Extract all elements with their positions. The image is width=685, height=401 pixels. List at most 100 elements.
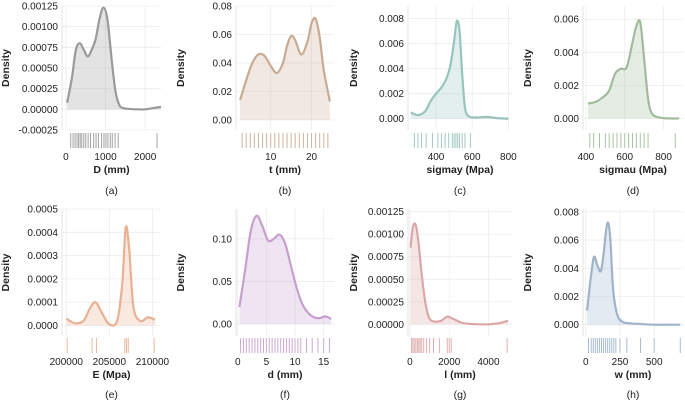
y-tick-label-g-3: 0.00075 [368, 252, 405, 263]
y-tick-label-b-2: 0.04 [213, 59, 233, 70]
x-axis-label-g: l (mm) [444, 369, 476, 381]
density-line-d [587, 19, 680, 120]
y-tick-label-a-2: 0.00025 [22, 84, 59, 95]
y-tick-label-h-0: 0.000 [554, 320, 579, 331]
density-line-g [409, 222, 509, 326]
density-line-f [238, 214, 332, 320]
y-tick-label-a-3: 0.00050 [22, 64, 59, 75]
y-tick-label-e-1: 0.0001 [27, 298, 58, 309]
y-tick-label-d-2: 0.004 [554, 48, 579, 59]
x-tick-label-h-2: 500 [646, 357, 663, 368]
x-tick-label-b-1: 20 [306, 152, 318, 163]
y-tick-label-b-4: 0.08 [213, 2, 233, 13]
x-tick-label-h-1: 250 [612, 357, 629, 368]
y-tick-label-e-4: 0.0004 [27, 228, 58, 239]
subplot-caption-c: (c) [454, 185, 466, 197]
y-tick-label-b-0: 0.00 [213, 116, 233, 127]
density-area-a [67, 7, 161, 110]
x-axis-label-h: w (mm) [614, 369, 652, 381]
x-tick-label-g-1: 2000 [438, 357, 461, 368]
density-area-d [587, 20, 680, 119]
subplot-e: 0.0000 0.0001 0.0002 0.0003 0.0004 0.0005 2000… [0, 205, 170, 401]
y-tick-label-a-5: 0.00100 [22, 22, 59, 33]
x-tick-label-d-0: 400 [578, 152, 595, 163]
y-tick-label-b-3: 0.06 [213, 30, 233, 41]
x-axis-label-b: t (mm) [269, 164, 301, 176]
y-axis-label-c: Density [348, 49, 360, 87]
subplot-c: 0.000 0.002 0.004 0.006 0.008 400 600 800 sigmay… [348, 6, 517, 197]
x-tick-label-c-0: 400 [428, 152, 445, 163]
y-tick-label-e-3: 0.0003 [27, 251, 58, 262]
y-tick-label-g-5: 0.00125 [368, 207, 405, 218]
subplot-a: -0.00025 0.00000 0.00025 0.00050 0.00075 0.00… [0, 2, 162, 197]
x-tick-label-a-0: 0 [63, 152, 69, 163]
subplot-caption-a: (a) [105, 185, 118, 197]
y-tick-label-f-2: 0.10 [213, 234, 233, 245]
y-tick-label-g-2: 0.00050 [368, 275, 405, 286]
y-tick-label-h-2: 0.004 [554, 264, 579, 275]
subplot-g: 0.00000 0.00025 0.00050 0.00075 0.00100 0.001… [348, 207, 512, 401]
x-tick-label-h-0: 0 [583, 357, 589, 368]
x-tick-label-g-2: 4000 [477, 357, 500, 368]
x-axis-label-d: sigmau (Mpa) [599, 164, 667, 176]
y-tick-label-h-1: 0.002 [554, 292, 579, 303]
y-tick-label-g-1: 0.00025 [368, 297, 405, 308]
y-axis-label-b: Density [175, 49, 187, 87]
subplot-caption-g: (g) [454, 389, 467, 401]
y-tick-label-d-1: 0.002 [554, 81, 579, 92]
y-tick-label-a-0: -0.00025 [19, 126, 59, 137]
density-area-b [240, 17, 330, 121]
y-axis-label-a: Density [0, 49, 12, 87]
x-tick-label-a-2: 2000 [134, 152, 157, 163]
y-axis-label-d: Density [522, 49, 534, 87]
density-line-c [410, 19, 509, 120]
y-tick-label-c-0: 0.000 [379, 114, 404, 125]
y-tick-label-h-3: 0.006 [554, 236, 579, 247]
y-tick-label-c-1: 0.002 [379, 89, 404, 100]
x-axis-label-e: E (Mpa) [93, 369, 131, 381]
x-tick-label-a-1: 1000 [94, 152, 117, 163]
subplot-b: 0.00 0.02 0.04 0.06 0.08 10 20 t (mm) Density (b) [175, 2, 334, 197]
y-axis-label-f: Density [175, 253, 187, 291]
y-tick-label-b-1: 0.02 [213, 87, 233, 98]
x-tick-label-f-1: 5 [264, 357, 270, 368]
subplot-caption-f: (f) [280, 389, 290, 401]
x-tick-label-d-1: 600 [616, 152, 633, 163]
y-axis-label-g: Density [348, 253, 360, 291]
x-axis-label-a: D (mm) [93, 164, 129, 176]
y-tick-label-c-4: 0.008 [379, 14, 404, 25]
y-tick-label-e-0: 0.0000 [27, 321, 58, 332]
subplot-f: 0.00 0.05 0.10 0 5 10 15 d (mm) Density (f) [175, 209, 334, 401]
x-tick-label-c-1: 600 [464, 152, 481, 163]
y-tick-label-f-1: 0.05 [213, 277, 233, 288]
y-tick-label-e-2: 0.0002 [27, 274, 58, 285]
subplot-caption-d: (d) [627, 185, 640, 197]
x-axis-label-f: d (mm) [268, 369, 303, 381]
density-line-e [65, 225, 156, 327]
y-tick-label-e-5: 0.0005 [27, 205, 58, 216]
y-tick-label-a-4: 0.00075 [22, 43, 59, 54]
x-tick-label-f-0: 0 [235, 357, 241, 368]
y-tick-label-h-4: 0.008 [554, 207, 579, 218]
x-tick-label-b-0: 10 [265, 152, 277, 163]
y-tick-label-c-3: 0.006 [379, 39, 404, 50]
x-tick-label-e-1: 205000 [93, 357, 127, 368]
y-tick-label-c-2: 0.004 [379, 64, 404, 75]
density-area-h [587, 222, 681, 325]
density-area-c [410, 20, 509, 119]
density-area-g [410, 223, 509, 325]
density-line-h [586, 221, 681, 326]
y-tick-label-a-1: 0.00000 [22, 105, 59, 116]
subplot-caption-e: (e) [105, 389, 118, 401]
y-tick-label-g-4: 0.00100 [368, 230, 405, 241]
subplot-caption-b: (b) [279, 185, 292, 197]
y-tick-label-d-3: 0.006 [554, 15, 579, 26]
y-tick-label-d-0: 0.000 [554, 114, 579, 125]
x-tick-label-c-2: 800 [500, 152, 517, 163]
y-axis-label-e: Density [0, 253, 12, 291]
x-axis-label-c: sigmay (Mpa) [426, 164, 493, 176]
x-tick-label-e-2: 210000 [136, 357, 170, 368]
